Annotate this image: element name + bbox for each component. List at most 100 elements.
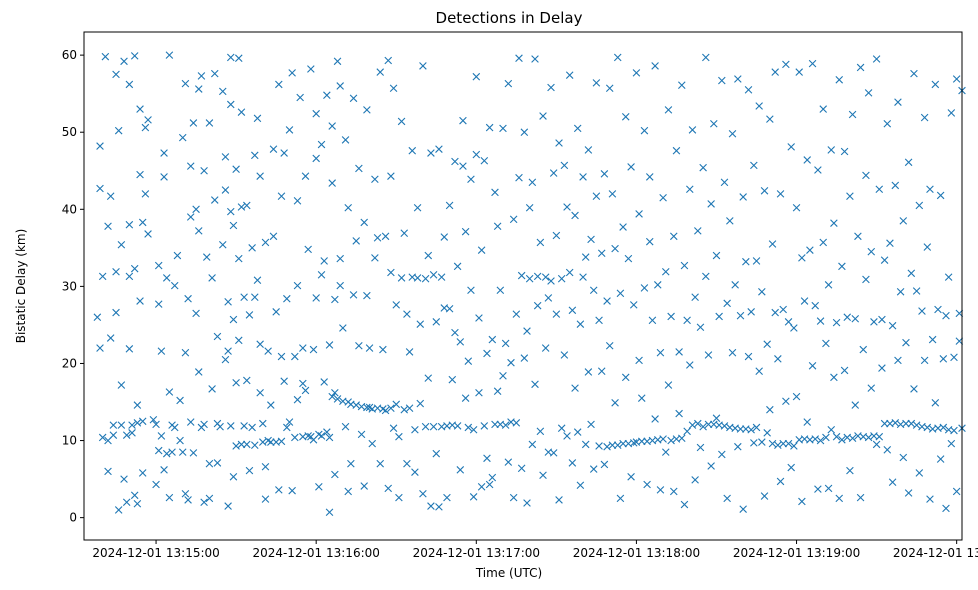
data-point <box>565 71 574 79</box>
data-point <box>790 324 798 332</box>
data-point <box>194 227 203 235</box>
data-point <box>571 211 579 220</box>
data-point <box>483 454 491 463</box>
data-point <box>912 287 921 295</box>
data-point <box>645 237 654 246</box>
data-point <box>752 423 761 432</box>
data-point <box>109 431 118 439</box>
data-point <box>664 106 673 114</box>
data-point <box>723 494 731 503</box>
data-point <box>667 312 675 321</box>
data-point <box>248 423 256 432</box>
data-point <box>688 421 697 429</box>
data-point <box>376 459 385 468</box>
data-point <box>376 68 385 76</box>
data-point <box>405 404 414 412</box>
data-point <box>197 72 206 80</box>
data-point <box>739 505 747 513</box>
data-point <box>325 508 334 517</box>
data-point <box>200 420 208 429</box>
data-point <box>771 308 779 317</box>
data-point <box>136 105 144 113</box>
x-tick-label: 2024-12-01 13:16:00 <box>252 546 379 560</box>
data-point <box>240 422 248 430</box>
data-point <box>621 113 630 121</box>
data-point <box>277 437 286 446</box>
y-tick-label: 40 <box>62 202 77 216</box>
data-point <box>392 301 401 309</box>
data-point <box>867 247 876 256</box>
data-point <box>200 166 208 175</box>
data-point <box>200 498 208 507</box>
data-point <box>352 401 360 409</box>
data-point <box>779 305 787 314</box>
data-point <box>138 218 147 227</box>
data-point <box>336 82 344 90</box>
data-point <box>304 432 312 440</box>
data-point <box>240 293 248 301</box>
data-point <box>485 480 494 489</box>
data-point <box>232 378 240 387</box>
data-point <box>141 190 150 198</box>
data-point <box>509 493 518 502</box>
data-point <box>328 122 336 130</box>
data-point <box>416 399 425 408</box>
data-point <box>856 63 865 72</box>
data-point <box>205 459 214 468</box>
data-point <box>194 85 203 93</box>
data-point <box>750 161 758 170</box>
data-point <box>226 422 235 430</box>
data-point <box>584 368 593 376</box>
data-point <box>130 264 139 273</box>
data-point <box>267 401 275 409</box>
data-point <box>880 419 889 428</box>
data-point <box>272 308 280 316</box>
data-point <box>491 188 499 197</box>
data-point <box>656 486 665 494</box>
data-point <box>592 79 601 87</box>
data-point <box>880 256 889 264</box>
data-point <box>210 69 219 78</box>
data-point <box>931 80 940 89</box>
data-point <box>178 133 187 142</box>
data-point <box>331 470 339 479</box>
plot-frame <box>83 31 963 541</box>
data-point <box>144 230 152 238</box>
data-point <box>910 69 918 78</box>
data-point <box>451 328 459 337</box>
data-point <box>317 140 326 149</box>
data-point <box>669 232 678 241</box>
data-point <box>317 271 326 279</box>
data-point <box>475 314 483 322</box>
data-point <box>939 423 948 432</box>
data-point <box>523 327 531 335</box>
data-point <box>96 142 104 150</box>
data-point <box>734 75 742 83</box>
data-point <box>493 222 502 231</box>
data-point <box>744 86 753 94</box>
data-point <box>864 433 873 442</box>
data-point <box>533 272 542 281</box>
data-point <box>661 448 670 456</box>
data-point <box>237 203 246 211</box>
x-axis-label: Time (UTC) <box>475 566 542 580</box>
data-point <box>299 379 307 388</box>
data-point <box>194 368 203 376</box>
data-point <box>229 473 238 481</box>
data-point <box>320 257 328 265</box>
data-point <box>355 341 363 350</box>
data-point <box>776 477 785 486</box>
data-point <box>560 351 569 359</box>
data-point <box>243 440 251 449</box>
data-point <box>600 460 609 469</box>
data-point <box>130 491 139 500</box>
data-point <box>224 502 232 510</box>
data-point <box>718 450 726 459</box>
data-point <box>891 419 900 427</box>
data-point <box>328 392 336 401</box>
data-point <box>691 476 699 484</box>
data-point <box>547 277 555 285</box>
data-point <box>435 503 443 511</box>
data-point <box>595 316 603 325</box>
data-point <box>363 403 371 412</box>
